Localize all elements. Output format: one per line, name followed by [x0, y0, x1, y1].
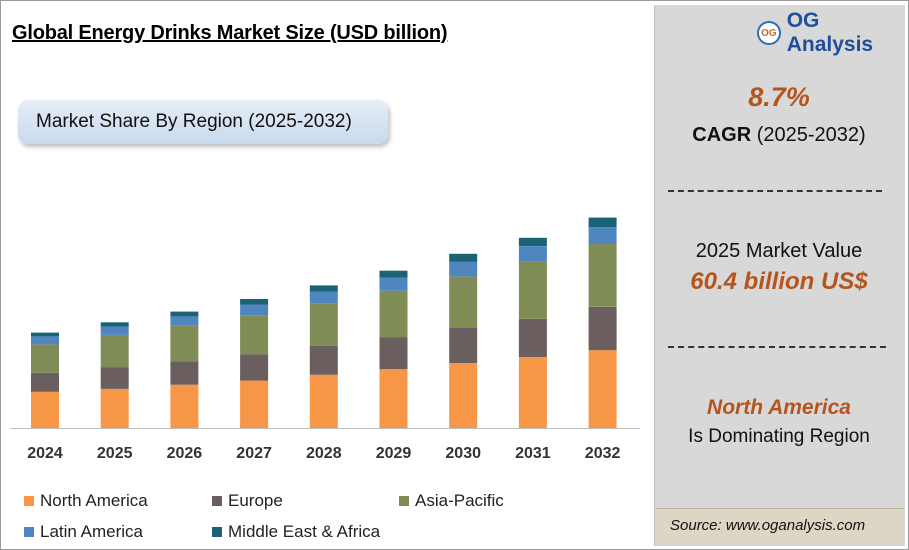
- bar-segment: [240, 299, 269, 305]
- dominating-label: Is Dominating Region: [688, 426, 870, 447]
- x-tick-label: 2031: [515, 445, 551, 462]
- bar-segment: [240, 380, 269, 428]
- source-text: Source: www.oganalysis.com: [670, 517, 866, 534]
- og-analysis-logo: OG OG Analysis: [757, 9, 909, 57]
- bar-segment: [170, 316, 199, 326]
- legend-label: Middle East & Africa: [228, 522, 381, 541]
- bar-segment: [31, 336, 59, 345]
- legend-item: North America: [24, 491, 148, 511]
- bar-segment: [449, 261, 478, 277]
- cagr-label-bold: CAGR: [692, 124, 752, 146]
- legend-swatch: [212, 496, 222, 506]
- market-value-label: 2025 Market Value: [695, 240, 863, 262]
- og-logo-icon: OG: [757, 21, 781, 45]
- logo-text: OG Analysis: [786, 9, 874, 56]
- bar-segment: [309, 291, 338, 303]
- cagr-value: 8.7%: [748, 82, 810, 112]
- bar-segment: [309, 374, 338, 428]
- source-bar: Source: www.oganalysis.com: [656, 508, 904, 544]
- summary-panel: [654, 5, 905, 546]
- bar-segment: [31, 391, 59, 428]
- subtitle-pill: Market Share By Region (2025-2032): [18, 100, 388, 144]
- bar-segment: [100, 334, 129, 368]
- bar-segment: [449, 363, 478, 428]
- legend-label: Europe: [228, 491, 283, 510]
- cagr-label-period: (2025-2032): [751, 124, 866, 146]
- bar-segment: [170, 325, 199, 362]
- legend-item: Asia-Pacific: [399, 491, 504, 511]
- bar-segment: [240, 354, 269, 381]
- x-tick-label: 2029: [376, 445, 412, 462]
- dominating-region: North America: [707, 396, 851, 419]
- legend-swatch: [399, 496, 409, 506]
- bar-segment: [518, 318, 547, 358]
- x-tick-label: 2027: [236, 445, 272, 462]
- bar-segment: [100, 367, 129, 389]
- bar-segment: [170, 361, 199, 385]
- bar-segment: [449, 328, 478, 364]
- chart-title: Global Energy Drinks Market Size (USD bi…: [12, 22, 448, 44]
- bar-segment: [100, 389, 129, 428]
- legend-label: Asia-Pacific: [415, 491, 504, 510]
- bar-segment: [518, 261, 547, 319]
- bar-segment: [240, 304, 269, 316]
- legend-swatch: [24, 496, 34, 506]
- bar-segment: [31, 344, 59, 373]
- x-tick-label: 2028: [306, 445, 342, 462]
- x-tick-label: 2024: [27, 445, 63, 462]
- bar-segment: [588, 217, 617, 228]
- x-tick-label: 2030: [445, 445, 481, 462]
- bar-segment: [309, 285, 338, 292]
- bar-segment: [379, 369, 408, 428]
- bar-segment: [449, 276, 478, 328]
- bar-segment: [100, 326, 129, 335]
- legend-swatch: [212, 527, 222, 537]
- legend-label: North America: [40, 491, 148, 510]
- bar-segment: [518, 246, 547, 262]
- divider-bottom: [668, 346, 886, 348]
- market-value: 60.4 billion US$: [690, 268, 868, 295]
- bar-segment: [309, 303, 338, 346]
- legend-label: Latin America: [40, 522, 143, 541]
- bar-segment: [588, 244, 617, 307]
- legend-item: Europe: [212, 491, 283, 511]
- divider-top: [668, 190, 882, 192]
- x-tick-label: 2025: [97, 445, 133, 462]
- bar-segment: [588, 227, 617, 244]
- bar-segment: [379, 337, 408, 370]
- bar-segment: [379, 277, 408, 291]
- stacked-bar-chart: 2024 2025 2026 2027 2028 2029 2030 2031 2032: [10, 217, 640, 462]
- bar-segment: [379, 290, 408, 338]
- bar-segment: [588, 350, 617, 428]
- bar-segment: [31, 372, 59, 392]
- x-tick-label: 2026: [167, 445, 203, 462]
- legend-item: Latin America: [24, 522, 143, 542]
- bar-segment: [449, 253, 478, 262]
- bar-segment: [31, 332, 59, 337]
- bar-segment: [309, 345, 338, 375]
- x-tick-label: 2032: [585, 445, 621, 462]
- cagr-label: CAGR (2025-2032): [654, 124, 904, 147]
- bar-segment: [379, 270, 408, 278]
- bar-segment: [240, 315, 269, 355]
- legend-item: Middle East & Africa: [212, 522, 380, 542]
- bar-segment: [170, 311, 199, 317]
- chart-subtitle: Market Share By Region (2025-2032): [36, 111, 352, 132]
- legend-swatch: [24, 527, 34, 537]
- bar-segment: [518, 237, 547, 247]
- bar-segment: [588, 306, 617, 351]
- bar-segment: [518, 357, 547, 428]
- bar-segment: [170, 384, 199, 428]
- bar-segment: [100, 322, 129, 327]
